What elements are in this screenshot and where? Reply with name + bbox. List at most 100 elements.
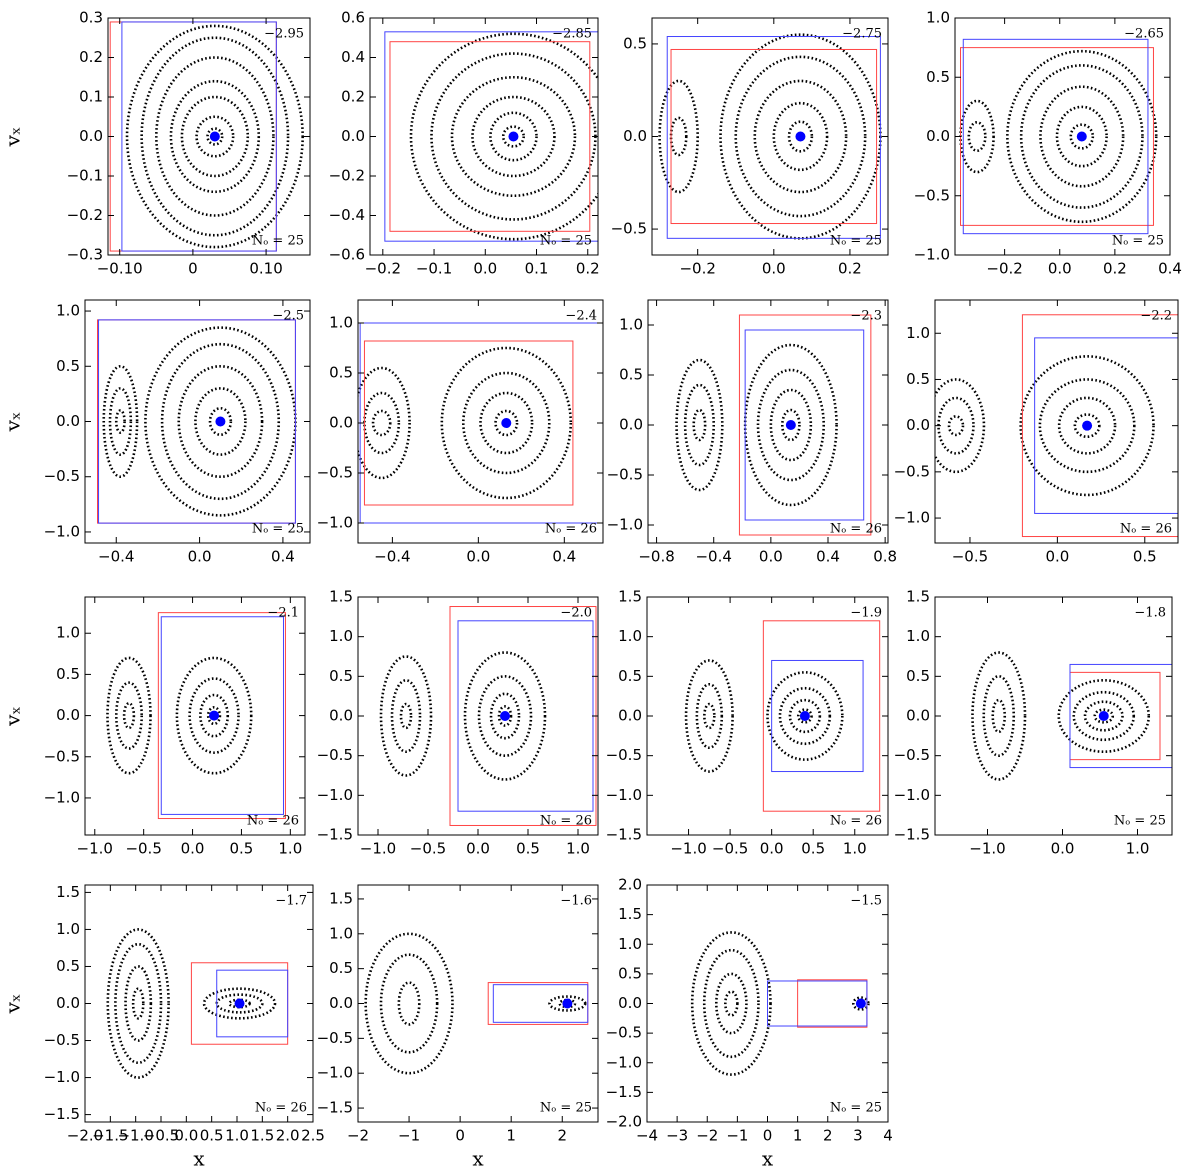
y-tick-label: 0.1: [79, 88, 103, 106]
invariant-curve: [692, 408, 707, 442]
invariant-curve: [1055, 105, 1108, 168]
invariant-curve: [769, 388, 813, 462]
invariant-curve: [160, 342, 281, 501]
plot-area: [364, 932, 589, 1075]
region-box: [767, 980, 868, 1027]
x-tick-label: −0.8: [638, 548, 674, 566]
y-tick-label: 2.0: [618, 876, 642, 894]
invariant-curve: [228, 998, 251, 1009]
y-tick-label: 0.5: [56, 957, 80, 975]
y-tick-label: 1.0: [56, 920, 80, 938]
y-tick-label: −0.3: [67, 246, 103, 264]
invariant-curve: [131, 987, 145, 1020]
x-tick-label: −1.0: [969, 840, 1005, 858]
invariant-curve: [125, 24, 304, 249]
invariant-curve: [714, 972, 748, 1035]
x-tick-label: −0.5: [410, 840, 446, 858]
invariant-curve: [724, 990, 739, 1017]
invariant-curve: [199, 693, 230, 738]
fixed-point: [501, 418, 512, 428]
y-tick-label: 1.0: [906, 627, 930, 645]
invariant-curve: [450, 75, 577, 198]
frame: [84, 299, 311, 544]
invariant-curve: [106, 928, 170, 1079]
invariant-curve: [124, 965, 153, 1042]
region-box: [738, 314, 872, 536]
invariant-curve: [658, 79, 699, 194]
fixed-point: [1082, 420, 1093, 431]
x-tick-label: 1.5: [250, 1127, 274, 1145]
fixed-point: [855, 998, 866, 1009]
y-tick-label: 0.0: [329, 707, 353, 725]
invariant-curve: [1072, 690, 1136, 742]
y-tick-label: 0.0: [56, 412, 80, 430]
y-tick-label: 1.0: [329, 314, 353, 332]
count-label: Nₒ = 26: [540, 814, 592, 829]
region-box: [744, 329, 865, 521]
panel: −1.0 −0.5 0.0 0.5 1.0 −1.0 −0.5 0.0 0.5 1.0 −2.1 Nₒ…: [1, 596, 306, 858]
y-tick-label: −0.5: [606, 1024, 642, 1042]
x-tick-label: 0.0: [762, 260, 786, 278]
x-tick-label: 0.0: [473, 260, 497, 278]
plot-area: [97, 319, 297, 524]
invariant-curve: [122, 701, 136, 730]
y-tick-label: 1.0: [329, 627, 353, 645]
y-tick-label: 1.5: [618, 588, 642, 606]
invariant-curve: [734, 55, 867, 218]
x-tick-label: 0.1: [525, 260, 549, 278]
region-box: [384, 31, 598, 242]
invariant-curve: [690, 931, 772, 1076]
panel: −0.8 −0.4 0.0 0.4 0.8 −1.0 −0.5 0.0 0.5 1.0 −2.3 Nₒ…: [607, 299, 897, 566]
invariant-curve: [462, 371, 551, 475]
invariant-curve: [780, 408, 801, 442]
y-tick-label: −0.5: [44, 467, 80, 485]
invariant-curve: [935, 378, 986, 474]
invariant-curve: [363, 391, 401, 455]
count-label: Nₒ = 26: [1120, 522, 1172, 537]
x-tick-label: −0.5: [125, 840, 161, 858]
invariant-curve: [684, 659, 734, 773]
region-box: [216, 969, 289, 1038]
y-tick-label: −2.0: [606, 1113, 642, 1131]
x-tick-label: 0.0: [759, 548, 783, 566]
panel: −0.4 0.0 0.4 −1.0 −0.5 0.0 0.5 1.0 −2.5 Nₒ = 25 vₓ: [1, 299, 311, 566]
x-tick-label: 0.10: [249, 260, 282, 278]
y-tick-label: −1.0: [606, 786, 642, 804]
y-tick-label: 0.5: [329, 959, 353, 977]
plot-area: [358, 322, 603, 524]
y-tick-label: 0.5: [329, 667, 353, 685]
y-tick-label: −0.5: [611, 220, 647, 238]
x-tick-label: 0.4: [271, 548, 295, 566]
region-box: [666, 36, 881, 239]
invariant-curve: [1038, 378, 1136, 474]
y-tick-label: 0.0: [619, 416, 643, 434]
region-box: [121, 21, 277, 252]
fixed-point: [209, 131, 220, 142]
panel: −4 −3 −2 −1 0 1 2 3 4 −2.0 −1.5 −1.0 −0.5 0.0 0.5 1.0 1.…: [606, 876, 893, 1170]
x-tick-label: −0.10: [97, 260, 143, 278]
x-tick-label: 1.0: [843, 840, 867, 858]
y-tick-label: 0.0: [906, 707, 930, 725]
plot-area: [935, 314, 1178, 538]
frame: [357, 299, 604, 544]
y-tick-label: 0.5: [618, 667, 642, 685]
x-tick-label: −1.0: [670, 840, 706, 858]
y-tick-label: −0.5: [317, 746, 353, 764]
energy-label: −2.0: [560, 606, 592, 621]
invariant-curve: [852, 996, 870, 1011]
y-tick-label: −1.5: [894, 826, 930, 844]
count-label: Nₒ = 25: [830, 234, 882, 249]
fixed-point: [209, 710, 220, 721]
y-tick-label: −1.0: [44, 522, 80, 540]
y-axis-label: vₓ: [1, 706, 25, 727]
y-tick-label: 1.0: [618, 627, 642, 645]
x-tick-label: 2.5: [301, 1127, 325, 1145]
count-label: Nₒ = 25: [830, 1101, 882, 1116]
x-tick-label: 1: [506, 1127, 516, 1145]
invariant-curve: [479, 391, 534, 455]
fixed-point: [562, 998, 573, 1009]
invariant-curve: [778, 686, 832, 746]
y-tick-label: −0.5: [607, 466, 643, 484]
frame: [357, 884, 599, 1123]
x-tick-label: −1.5: [92, 1127, 128, 1145]
